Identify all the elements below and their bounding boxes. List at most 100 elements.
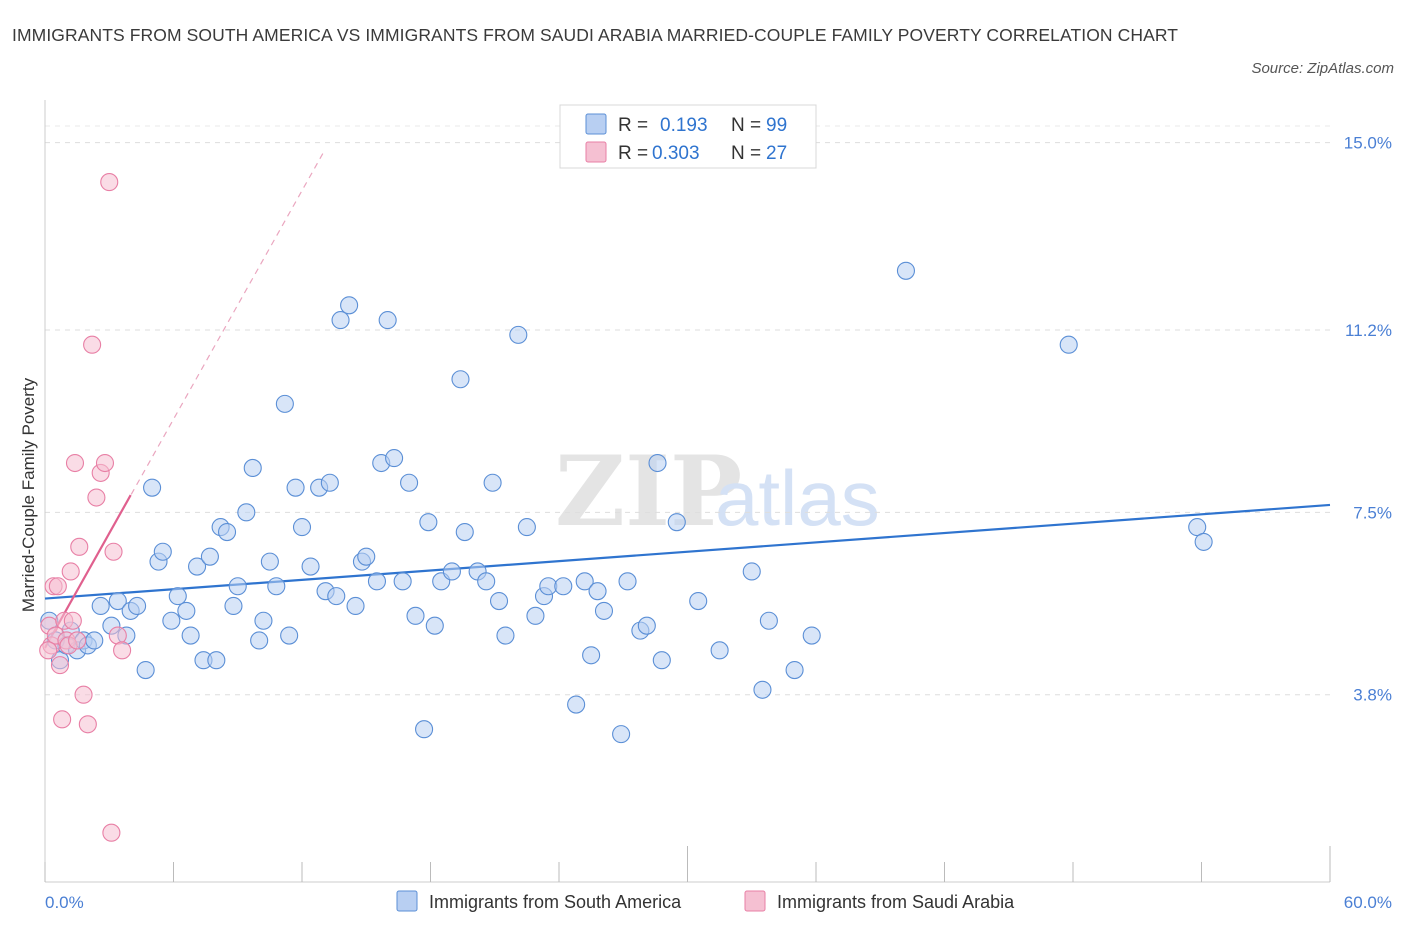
data-point-south-america xyxy=(582,646,601,665)
data-point-south-america xyxy=(243,458,262,478)
trend-line-south-america xyxy=(44,503,1331,600)
data-point-south-america xyxy=(575,572,594,591)
x-tick-label: 0.0% xyxy=(45,893,84,912)
data-point-south-america xyxy=(200,547,219,566)
data-point-saudi-arabia xyxy=(48,577,67,596)
legend-label: Immigrants from Saudi Arabia xyxy=(777,892,1015,912)
y-tick-label: 11.2% xyxy=(1345,321,1392,340)
legend-swatch-blue xyxy=(396,890,418,912)
data-point-south-america xyxy=(509,325,528,344)
n-label: N = xyxy=(731,115,761,136)
n-value: 27 xyxy=(766,143,787,164)
data-point-saudi-arabia xyxy=(61,562,80,581)
data-point-saudi-arabia xyxy=(68,631,87,650)
data-point-south-america xyxy=(1059,335,1078,354)
data-point-south-america xyxy=(710,641,729,660)
data-point-south-america xyxy=(188,557,207,576)
data-point-south-america xyxy=(267,577,286,596)
data-point-south-america xyxy=(275,394,294,413)
legend-item-saudi-arabia[interactable]: Immigrants from Saudi Arabia xyxy=(744,890,1015,912)
data-point-south-america xyxy=(689,591,708,611)
r-label: R = xyxy=(618,115,648,136)
data-point-south-america xyxy=(136,661,155,680)
data-point-south-america xyxy=(367,572,387,591)
data-point-south-america xyxy=(742,562,761,581)
data-point-south-america xyxy=(128,596,147,616)
data-point-south-america xyxy=(652,651,671,670)
data-point-south-america xyxy=(400,473,419,492)
data-point-south-america xyxy=(357,547,376,566)
r-value: 0.193 xyxy=(660,115,708,136)
y-tick-label: 7.5% xyxy=(1353,503,1392,522)
data-point-saudi-arabia xyxy=(113,641,132,660)
data-point-south-america xyxy=(419,513,438,532)
data-point-south-america xyxy=(228,577,247,596)
data-point-south-america xyxy=(385,449,404,468)
data-point-south-america xyxy=(594,601,614,620)
data-point-saudi-arabia xyxy=(63,611,82,630)
data-point-saudi-arabia xyxy=(53,710,72,729)
data-point-south-america xyxy=(648,453,667,473)
watermark: ZIP atlas xyxy=(555,435,880,548)
data-point-south-america xyxy=(496,626,515,645)
x-tick-labels: 0.0% 60.0% xyxy=(45,893,1392,912)
data-point-south-america xyxy=(442,562,461,581)
x-tick-label: 60.0% xyxy=(1344,893,1392,912)
data-point-south-america xyxy=(785,661,804,680)
legend-item-south-america[interactable]: Immigrants from South America xyxy=(396,890,682,912)
watermark-atlas: atlas xyxy=(715,454,880,542)
data-point-south-america xyxy=(896,261,916,280)
data-point-south-america xyxy=(612,725,631,744)
y-tick-labels: 3.8% 7.5% 11.2% 15.0% xyxy=(1344,134,1392,705)
data-point-south-america xyxy=(802,626,821,645)
data-point-saudi-arabia xyxy=(39,641,58,660)
source-label: Source: ZipAtlas.com xyxy=(1251,60,1394,77)
data-point-south-america xyxy=(237,503,256,522)
data-point-south-america xyxy=(320,473,339,492)
data-point-south-america xyxy=(451,370,470,389)
data-point-south-america xyxy=(162,611,181,630)
data-point-south-america xyxy=(260,552,279,571)
data-point-south-america xyxy=(455,522,474,542)
data-point-south-america xyxy=(667,513,686,532)
data-point-south-america xyxy=(327,587,346,606)
data-point-south-america xyxy=(177,601,196,620)
data-point-south-america xyxy=(406,606,425,625)
n-label: N = xyxy=(731,143,761,164)
trend-line-saudi-arabia-extended xyxy=(44,152,324,649)
data-point-south-america xyxy=(477,572,496,591)
data-point-south-america xyxy=(588,582,607,601)
watermark-zip: ZIP xyxy=(555,435,742,548)
data-point-saudi-arabia xyxy=(65,453,85,473)
data-point-south-america xyxy=(153,542,172,561)
data-point-south-america xyxy=(415,720,434,739)
data-point-south-america xyxy=(224,596,243,616)
legend-swatch-pink xyxy=(744,890,766,912)
data-point-south-america xyxy=(108,591,127,611)
stats-legend-row-saudi-arabia: R = 0.303 N = 27 xyxy=(585,141,787,164)
data-point-south-america xyxy=(567,695,586,714)
data-point-south-america xyxy=(483,473,502,492)
data-point-south-america xyxy=(207,651,226,670)
data-point-south-america xyxy=(378,311,397,330)
data-point-south-america xyxy=(250,631,269,650)
data-point-south-america xyxy=(554,577,573,596)
data-point-south-america xyxy=(393,572,412,591)
y-tick-label: 3.8% xyxy=(1353,686,1392,705)
data-point-south-america xyxy=(526,606,545,625)
legend-label: Immigrants from South America xyxy=(429,892,682,912)
chart-title: IMMIGRANTS FROM SOUTH AMERICA VS IMMIGRA… xyxy=(12,25,1179,45)
data-point-south-america xyxy=(759,611,778,630)
data-point-saudi-arabia xyxy=(102,823,121,842)
data-points xyxy=(39,173,1213,842)
r-label: R = xyxy=(618,143,648,164)
trend-lines xyxy=(44,152,1331,649)
axes xyxy=(44,100,1331,883)
data-point-south-america xyxy=(143,478,162,497)
data-point-south-america xyxy=(280,626,299,645)
series-legend: Immigrants from South America Immigrants… xyxy=(396,890,1015,912)
data-point-saudi-arabia xyxy=(100,173,119,192)
data-point-south-america xyxy=(1194,532,1213,551)
r-value: 0.303 xyxy=(652,143,700,164)
